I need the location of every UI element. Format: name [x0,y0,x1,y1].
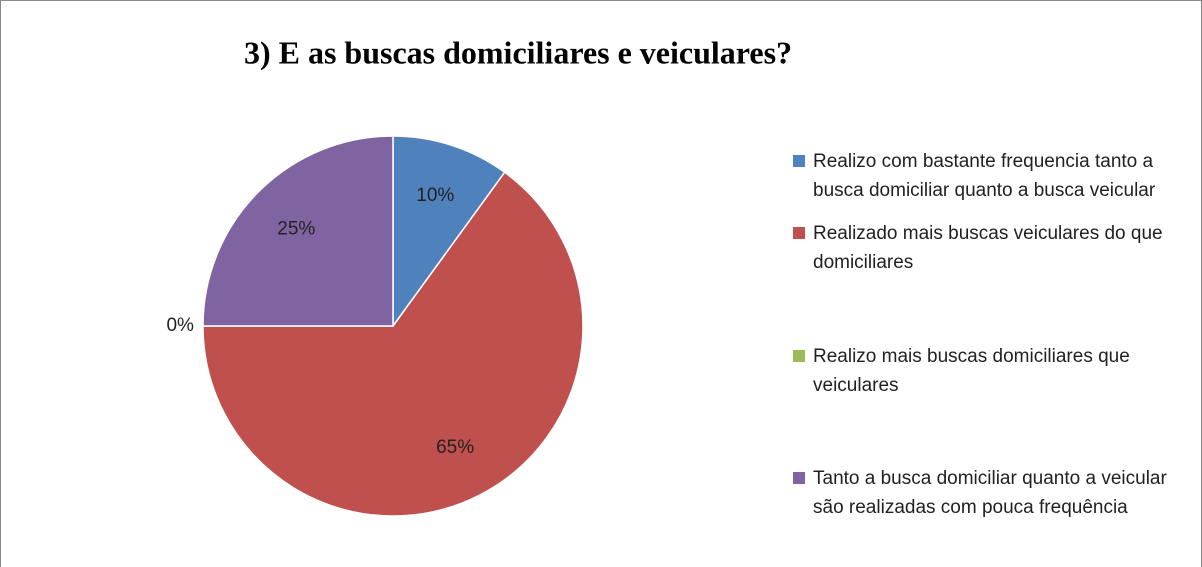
chart-title: 3) E as buscas domiciliares e veiculares… [244,34,792,70]
legend-label: Realizado mais buscas veiculares do que … [813,223,1163,273]
slice-label: 25% [277,218,315,239]
legend-label: Realizo com bastante frequencia tanto a … [813,151,1156,201]
pie-slice [392,135,506,329]
slice-label: 65% [436,437,474,458]
pie-slice [202,135,394,327]
legend-item: Tanto a busca domiciliar quanto a veicul… [793,464,1173,522]
legend-label: Tanto a busca domiciliar quanto a veicul… [813,468,1167,518]
legend-item: Realizo mais buscas domiciliares que vei… [793,342,1173,400]
pie-slice [202,171,584,517]
legend-swatch [793,350,805,362]
legend-swatch [793,472,805,484]
legend-label: Realizo mais buscas domiciliares que vei… [813,346,1130,396]
legend-swatch [793,155,805,167]
slice-label: 10% [416,185,454,206]
slice-label: 0% [166,315,194,336]
legend-swatch [793,227,805,239]
legend-item: Realizo com bastante frequencia tanto a … [793,147,1173,205]
legend-item: Realizado mais buscas veiculares do que … [793,219,1173,277]
